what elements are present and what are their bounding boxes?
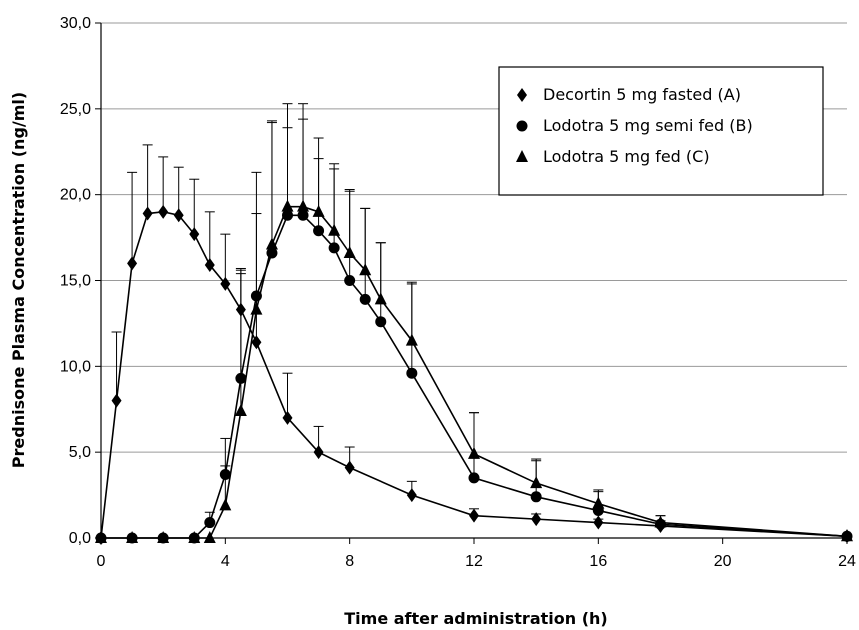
series-2-point	[235, 372, 247, 384]
series-2-legend-marker	[516, 120, 528, 132]
series-2-point	[282, 209, 293, 221]
series-3-point	[157, 531, 170, 543]
x-axis-title: Time after administration (h)	[344, 609, 607, 628]
series-2-point	[266, 247, 278, 259]
series-1-point	[251, 335, 262, 350]
series-2-point	[219, 468, 231, 480]
series-1-point	[220, 276, 231, 291]
series-3-legend-label: Lodotra 5 mg fed (C)	[543, 147, 710, 166]
series-2-legend-label: Lodotra 5 mg semi fed (B)	[543, 116, 753, 135]
series-1-point	[313, 445, 324, 460]
axes: 0,0 5,0 10,0 15,0 20,0 25,0 30,0 0 4 8 12 16 20 24	[60, 15, 856, 570]
series-1-legend-marker	[517, 88, 527, 102]
series-3-point	[841, 529, 853, 542]
series-3-point	[405, 333, 418, 346]
x-tick-label: 24	[838, 553, 856, 570]
series-1-point	[111, 393, 122, 408]
series-2-line	[101, 214, 848, 539]
series-1-point	[204, 258, 215, 273]
x-tick-label: 12	[465, 553, 483, 570]
series-2-point	[530, 491, 542, 503]
series-1-point	[189, 227, 200, 242]
series-3-point	[359, 263, 372, 276]
y-axis-title: Prednisone Plasma Concentration (ng/ml)	[9, 92, 28, 468]
series-3-point	[374, 292, 387, 305]
series-3-point	[265, 237, 278, 250]
y-tick-label: 10,0	[60, 358, 91, 375]
series-1-line	[100, 211, 848, 539]
series-1-point	[142, 206, 153, 221]
series-3-point	[312, 204, 325, 217]
series-3-point	[592, 496, 605, 509]
series-2-point	[375, 316, 387, 328]
series-3-point	[328, 223, 341, 236]
series-2-point	[359, 293, 371, 305]
x-tick-label: 16	[589, 553, 607, 570]
series-2-point	[468, 472, 480, 484]
series-1-legend-label: Decortin 5 mg fasted (A)	[543, 85, 741, 104]
x-tick-label: 20	[714, 553, 732, 570]
series-2-point	[328, 242, 340, 254]
y-tick-label: 30,0	[60, 15, 91, 32]
series-3-point	[654, 515, 667, 528]
series-3-point	[530, 476, 543, 489]
series-1-point	[344, 460, 355, 475]
y-tick-label: 15,0	[60, 273, 91, 290]
data-markers	[95, 199, 853, 545]
y-tick-label: 20,0	[60, 187, 91, 204]
series-1-point	[173, 208, 184, 223]
series-2-point	[297, 209, 309, 221]
x-tick-label: 0	[97, 553, 106, 570]
series-3-legend-marker	[516, 150, 528, 162]
series-3-point	[234, 403, 247, 416]
legend: Decortin 5 mg fasted (A) Lodotra 5 mg sem…	[498, 66, 824, 196]
series-1-point	[158, 204, 169, 219]
series-3-point	[203, 531, 216, 543]
series-1-point	[593, 515, 604, 530]
y-tick-label: 5,0	[69, 444, 91, 461]
series-2-point	[204, 517, 216, 529]
series-3-point	[126, 531, 139, 543]
series-3-point	[188, 531, 201, 543]
series-3-point	[281, 199, 294, 212]
series-1-point	[469, 508, 479, 523]
series-1-point	[282, 410, 293, 425]
series-2-point	[313, 225, 325, 237]
series-lines	[100, 205, 848, 539]
y-tick-label: 25,0	[60, 101, 91, 118]
y-tick-label: 0,0	[69, 530, 91, 547]
series-3-point	[219, 498, 232, 511]
series-1-point	[235, 302, 246, 317]
series-3-point	[343, 246, 356, 259]
legend-box	[498, 66, 824, 196]
series-1-point	[531, 512, 542, 527]
series-1-point	[406, 488, 417, 503]
series-3-point	[250, 302, 263, 315]
series-2-point	[250, 290, 262, 302]
series-3-point	[468, 446, 480, 459]
series-2-point	[406, 367, 418, 379]
series-2-point	[344, 275, 356, 286]
series-3-point	[95, 531, 107, 543]
series-1-point	[127, 256, 138, 271]
series-3-line	[101, 205, 848, 539]
x-tick-label: 4	[221, 553, 230, 570]
x-tick-label: 8	[345, 553, 354, 570]
series-3-point	[297, 199, 310, 212]
